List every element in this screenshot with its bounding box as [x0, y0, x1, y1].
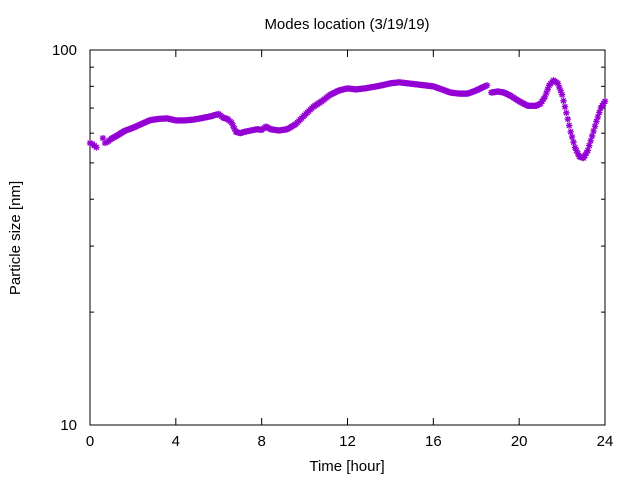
data-point — [584, 147, 592, 154]
data-point — [560, 97, 567, 104]
data-point — [101, 139, 109, 147]
data-points — [86, 77, 609, 162]
data-point — [566, 122, 573, 129]
data-point — [567, 128, 574, 136]
data-point — [86, 139, 94, 147]
x-axis-label: Time [hour] — [309, 458, 384, 475]
data-point — [573, 147, 580, 154]
data-point — [557, 87, 564, 95]
data-point — [556, 83, 563, 91]
data-point — [231, 125, 238, 132]
chart-title: Modes location (3/19/19) — [264, 16, 429, 33]
data-point — [558, 91, 566, 98]
data-point — [590, 127, 597, 135]
tick-labels: 0 4 8 12 16 20 24 10 100 — [52, 42, 613, 450]
data-point — [591, 123, 599, 130]
data-point — [541, 93, 549, 101]
data-point — [574, 150, 582, 157]
y-tick-label: 10 — [60, 417, 77, 434]
x-tick-label: 0 — [86, 433, 94, 450]
data-point — [228, 119, 235, 126]
x-tick-label: 4 — [172, 433, 180, 450]
data-point — [544, 85, 551, 93]
data-point — [93, 144, 100, 151]
y-axis-label: Particle size [nm] — [7, 181, 24, 295]
data-point — [543, 89, 550, 97]
data-point — [483, 82, 491, 89]
y-tick-label: 100 — [52, 42, 77, 59]
data-point — [581, 152, 589, 159]
data-point — [593, 118, 600, 125]
data-point — [594, 113, 602, 121]
data-point — [561, 103, 569, 110]
data-point — [586, 142, 593, 149]
data-point — [571, 144, 579, 151]
x-tick-label: 12 — [339, 433, 356, 450]
x-tick-label: 24 — [597, 433, 614, 450]
data-point — [564, 115, 572, 123]
data-point — [601, 98, 609, 105]
data-point — [580, 154, 587, 162]
data-point — [568, 133, 576, 141]
tick-marks — [89, 49, 606, 426]
data-point — [587, 137, 594, 144]
data-point — [588, 132, 596, 140]
data-point — [570, 138, 577, 146]
data-point — [563, 109, 570, 117]
x-tick-label: 8 — [257, 433, 265, 450]
x-tick-label: 16 — [425, 433, 442, 450]
data-point — [554, 80, 561, 87]
data-point — [229, 122, 237, 129]
data-point — [99, 134, 107, 142]
data-point — [583, 149, 590, 157]
data-point — [596, 109, 603, 116]
x-tick-label: 20 — [511, 433, 528, 450]
